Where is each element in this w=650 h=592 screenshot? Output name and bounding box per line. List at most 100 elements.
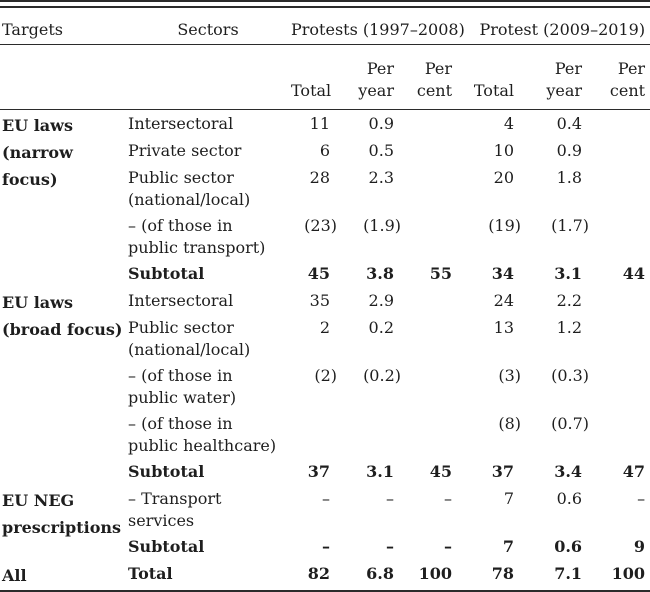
cell-value: 100 bbox=[418, 563, 453, 583]
cell-value bbox=[586, 212, 650, 260]
table-row-subtotal: Subtotal 45 3.8 55 34 3.1 44 bbox=[0, 260, 650, 287]
cell-value: – bbox=[322, 536, 330, 556]
cell-value bbox=[586, 287, 650, 314]
col-header-total-1: Total bbox=[290, 44, 336, 110]
cell-value: 0.9 bbox=[368, 114, 394, 133]
cell-value: 55 bbox=[429, 263, 453, 283]
header-row-groups: Targets Sectors Protests (1997–2008) Pro… bbox=[0, 8, 650, 45]
cell-sector: Subtotal bbox=[128, 536, 205, 556]
table-row: – (of those in public water) (2) (0.2) (… bbox=[0, 362, 650, 410]
cell-value: 28 bbox=[309, 167, 330, 187]
cell-value: 82 bbox=[307, 563, 330, 583]
table-row: Public sector (national/local) 28 2.3 20… bbox=[0, 164, 650, 212]
cell-value: 3.4 bbox=[554, 461, 583, 481]
cell-value: – bbox=[322, 488, 330, 508]
cell-sector: – (of those in public water) bbox=[128, 365, 237, 407]
cell-value bbox=[398, 314, 456, 362]
cell-value: 37 bbox=[491, 461, 515, 481]
cell-value: 2.3 bbox=[368, 167, 394, 187]
cell-value: (1.9) bbox=[363, 215, 401, 235]
cell-sector: – (of those in public healthcare) bbox=[128, 413, 277, 455]
cell-value bbox=[336, 410, 398, 458]
cell-value bbox=[586, 164, 650, 212]
cell-value: 100 bbox=[611, 563, 646, 583]
col-header-targets: Targets bbox=[0, 8, 126, 45]
cell-value bbox=[398, 110, 456, 137]
cell-value bbox=[586, 137, 650, 164]
cell-value: (0.7) bbox=[551, 413, 590, 433]
cell-value: 44 bbox=[622, 263, 646, 283]
cell-value: 45 bbox=[429, 461, 453, 481]
cell-target-eu-neg: EU NEG prescriptions bbox=[2, 490, 122, 537]
cell-value: 45 bbox=[307, 263, 330, 283]
cell-value: 2.9 bbox=[368, 290, 394, 310]
cell-value: 0.2 bbox=[368, 317, 394, 337]
cell-value: (3) bbox=[498, 365, 522, 385]
cell-value: 2 bbox=[319, 317, 330, 337]
cell-target-eu-laws-broad: EU laws (broad focus) bbox=[2, 292, 123, 339]
cell-value: 6 bbox=[319, 140, 330, 160]
table-frame: Targets Sectors Protests (1997–2008) Pro… bbox=[0, 6, 650, 592]
cell-value: (19) bbox=[488, 215, 522, 235]
cell-value: 10 bbox=[493, 140, 515, 160]
spacer-cell bbox=[126, 44, 290, 110]
cell-value bbox=[586, 314, 650, 362]
cell-value: (8) bbox=[498, 413, 522, 433]
cell-value: (23) bbox=[304, 215, 337, 235]
cell-value: – bbox=[444, 488, 453, 508]
cell-sector: Subtotal bbox=[128, 461, 205, 481]
cell-value bbox=[398, 287, 456, 314]
col-header-per-year-1: Per year bbox=[336, 44, 398, 110]
cell-value: 3.1 bbox=[366, 461, 394, 481]
cell-value: 9 bbox=[633, 536, 646, 556]
cell-value: 35 bbox=[309, 290, 330, 310]
cell-value: 37 bbox=[307, 461, 330, 481]
cell-value bbox=[398, 212, 456, 260]
cell-value: 34 bbox=[491, 263, 515, 283]
table-row: EU laws (broad focus) Intersectoral 35 2… bbox=[0, 287, 650, 339]
cell-value: 4 bbox=[503, 114, 515, 133]
cell-value: – bbox=[386, 488, 394, 508]
table-header: Targets Sectors Protests (1997–2008) Pro… bbox=[0, 8, 650, 110]
table-row: – (of those in public healthcare) (8) (0… bbox=[0, 410, 650, 458]
cell-target-all: All bbox=[2, 565, 27, 585]
table-row: Private sector 6 0.5 10 0.9 bbox=[0, 137, 650, 164]
col-group-protest-2009-2019: Protest (2009–2019) bbox=[456, 8, 650, 45]
cell-value: 20 bbox=[493, 167, 515, 187]
cell-value bbox=[586, 362, 650, 410]
cell-value: 7 bbox=[502, 536, 515, 556]
col-header-sectors: Sectors bbox=[126, 8, 290, 45]
col-header-total-2: Total bbox=[456, 44, 519, 110]
cell-value: (2) bbox=[314, 365, 337, 385]
table-body: EU laws (narrow focus) Intersectoral 11 … bbox=[0, 110, 650, 590]
col-header-per-year-2: Per year bbox=[518, 44, 587, 110]
cell-value bbox=[398, 164, 456, 212]
cell-sector: Public sector (national/local) bbox=[128, 167, 251, 209]
cell-sector: Total bbox=[128, 563, 173, 583]
cell-value: – bbox=[637, 488, 646, 508]
header-row-measures: Total Per year Per cent Total Per bbox=[0, 44, 650, 110]
cell-sector: Intersectoral bbox=[128, 114, 234, 133]
cell-value: – bbox=[386, 536, 394, 556]
table-row: EU NEG prescriptions – Transport service… bbox=[0, 485, 650, 537]
cell-target-eu-laws-narrow: EU laws (narrow focus) bbox=[2, 116, 73, 189]
cell-value: 0.9 bbox=[556, 140, 583, 160]
cell-value bbox=[586, 410, 650, 458]
cell-value bbox=[290, 410, 336, 458]
col-header-per-cent-2: Per cent bbox=[586, 44, 650, 110]
cell-value: 2.2 bbox=[556, 290, 583, 310]
cell-value bbox=[586, 110, 650, 137]
table-row: Public sector (national/local) 2 0.2 13 … bbox=[0, 314, 650, 362]
cell-value: 0.5 bbox=[368, 140, 394, 160]
cell-value: 13 bbox=[493, 317, 515, 337]
cell-value: 1.2 bbox=[556, 317, 583, 337]
cell-value: 6.8 bbox=[366, 563, 394, 583]
cell-sector: – (of those in public transport) bbox=[128, 215, 266, 257]
cell-value bbox=[398, 137, 456, 164]
cell-sector: Public sector (national/local) bbox=[128, 317, 251, 359]
table-row-subtotal: Subtotal 37 3.1 45 37 3.4 47 bbox=[0, 458, 650, 485]
table-row: – (of those in public transport) (23) (1… bbox=[0, 212, 650, 260]
cell-sector: Private sector bbox=[128, 140, 242, 160]
cell-value: 0.4 bbox=[556, 114, 583, 133]
